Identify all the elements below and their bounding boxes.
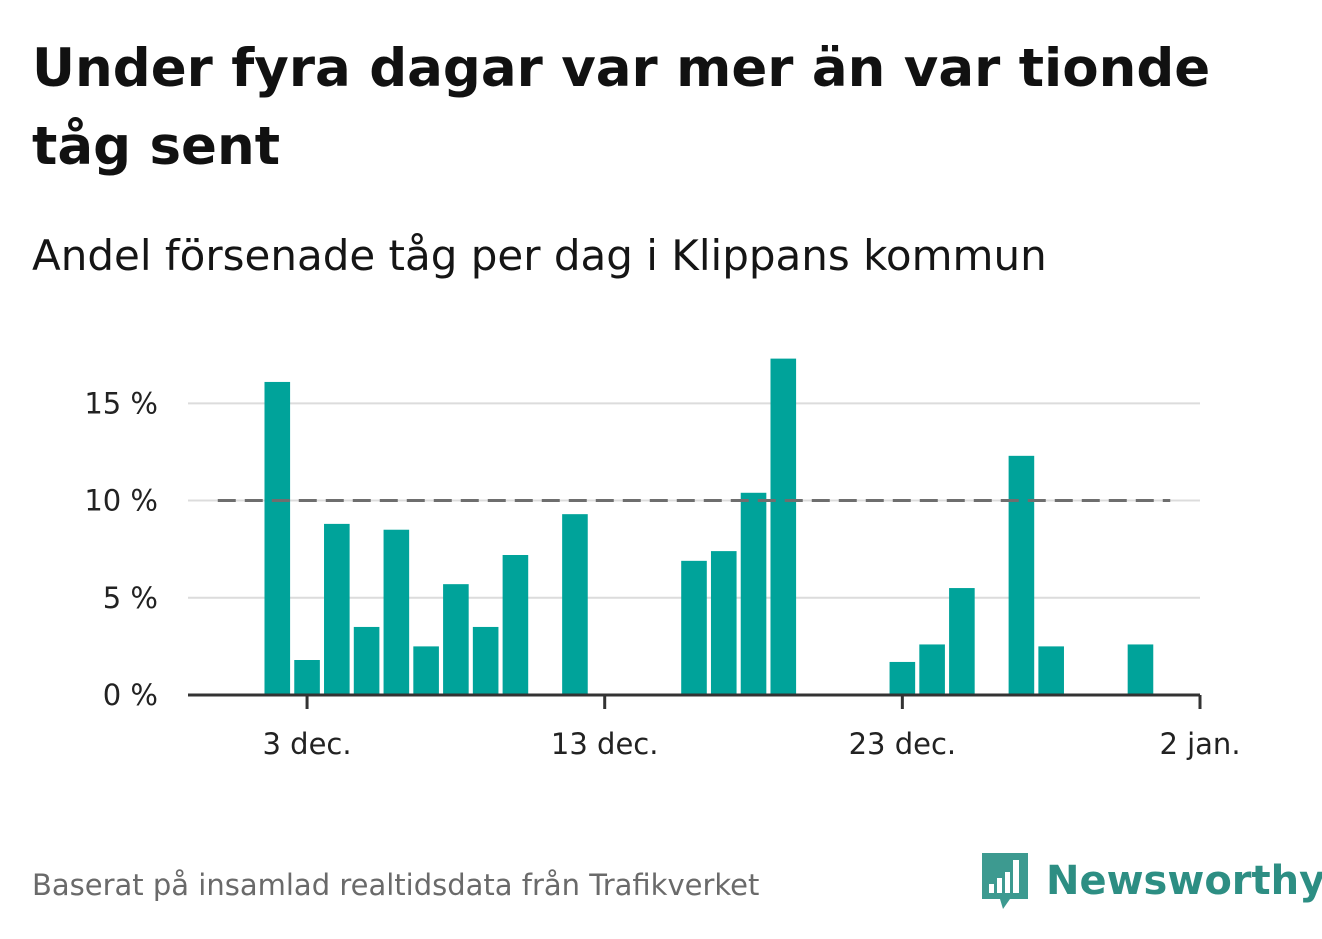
y-tick-label: 0 %: [103, 678, 158, 712]
brand-logo: Newsworthy: [980, 850, 1322, 912]
y-tick-label: 10 %: [84, 484, 158, 518]
bar: [324, 523, 350, 695]
bar: [949, 588, 975, 695]
x-tick-label: 2 jan.: [1159, 727, 1240, 761]
bar: [443, 584, 469, 695]
bar: [1038, 646, 1064, 695]
bar: [770, 358, 797, 695]
x-tick-label: 23 dec.: [849, 727, 957, 761]
y-tick-label: 5 %: [103, 581, 158, 615]
bar: [681, 560, 707, 695]
bar: [472, 626, 499, 695]
bar-chart-speech-bubble-icon: [982, 853, 1028, 909]
chart-title: Under fyra dagar var mer än var tionde t…: [32, 38, 1211, 177]
bars: [264, 358, 1154, 695]
axes: [188, 693, 1202, 709]
bar: [353, 626, 380, 695]
bar: [1008, 455, 1035, 695]
bar: [889, 661, 916, 695]
bar: [710, 551, 737, 695]
brand-name: Newsworthy: [1046, 858, 1322, 904]
chart-subtitle: Andel försenade tåg per dag i Klippans k…: [32, 231, 1047, 280]
bar: [264, 381, 291, 695]
bar: [502, 555, 529, 695]
x-tick-label: 13 dec.: [551, 727, 659, 761]
bar: [562, 514, 588, 695]
x-tick-label: 3 dec.: [263, 727, 352, 761]
bar: [294, 660, 320, 695]
bar: [383, 529, 410, 695]
y-tick-label: 15 %: [84, 386, 158, 420]
tick-labels: 0 % 5 % 10 % 15 % 3 dec. 13 dec. 23 dec. 2 jan.: [84, 386, 1240, 761]
bar: [413, 646, 439, 695]
bar: [740, 492, 767, 695]
source-note: Baserat på insamlad realtidsdata från Tr…: [32, 868, 760, 902]
bar: [919, 644, 945, 695]
bar: [1127, 644, 1154, 695]
